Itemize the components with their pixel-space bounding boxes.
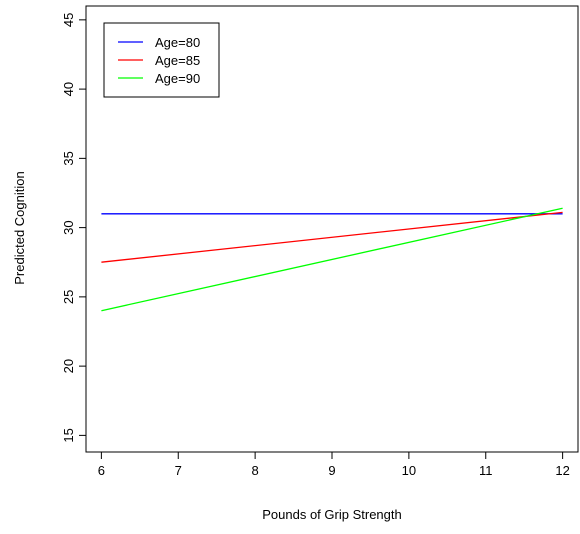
y-axis: 15 20 25 30 35 40 45: [61, 13, 87, 443]
legend-label-age-85: Age=85: [155, 53, 200, 68]
y-tick-label-30: 30: [61, 220, 76, 234]
x-tick-label-7: 7: [175, 463, 182, 478]
legend: Age=80 Age=85 Age=90: [103, 22, 220, 98]
x-tick-label-8: 8: [252, 463, 259, 478]
x-tick-label-10: 10: [402, 463, 416, 478]
y-tick-label-20: 20: [61, 359, 76, 373]
series-line-age-85: [101, 211, 563, 263]
x-tick-label-6: 6: [98, 463, 105, 478]
y-tick-label-45: 45: [61, 13, 76, 27]
series-line-age-90: [101, 207, 563, 312]
legend-label-age-80: Age=80: [155, 35, 200, 50]
y-axis-title: Predicted Cognition: [12, 171, 27, 284]
y-tick-label-25: 25: [61, 290, 76, 304]
legend-label-age-90: Age=90: [155, 71, 200, 86]
series-layer: [101, 207, 563, 312]
x-tick-label-9: 9: [328, 463, 335, 478]
x-axis-title: Pounds of Grip Strength: [262, 507, 401, 522]
x-tick-label-12: 12: [555, 463, 569, 478]
y-tick-label-15: 15: [61, 428, 76, 442]
x-tick-label-11: 11: [479, 463, 493, 478]
y-tick-label-35: 35: [61, 151, 76, 165]
y-tick-label-40: 40: [61, 82, 76, 96]
x-axis: 6 7 8 9 10 11 12: [98, 451, 570, 478]
